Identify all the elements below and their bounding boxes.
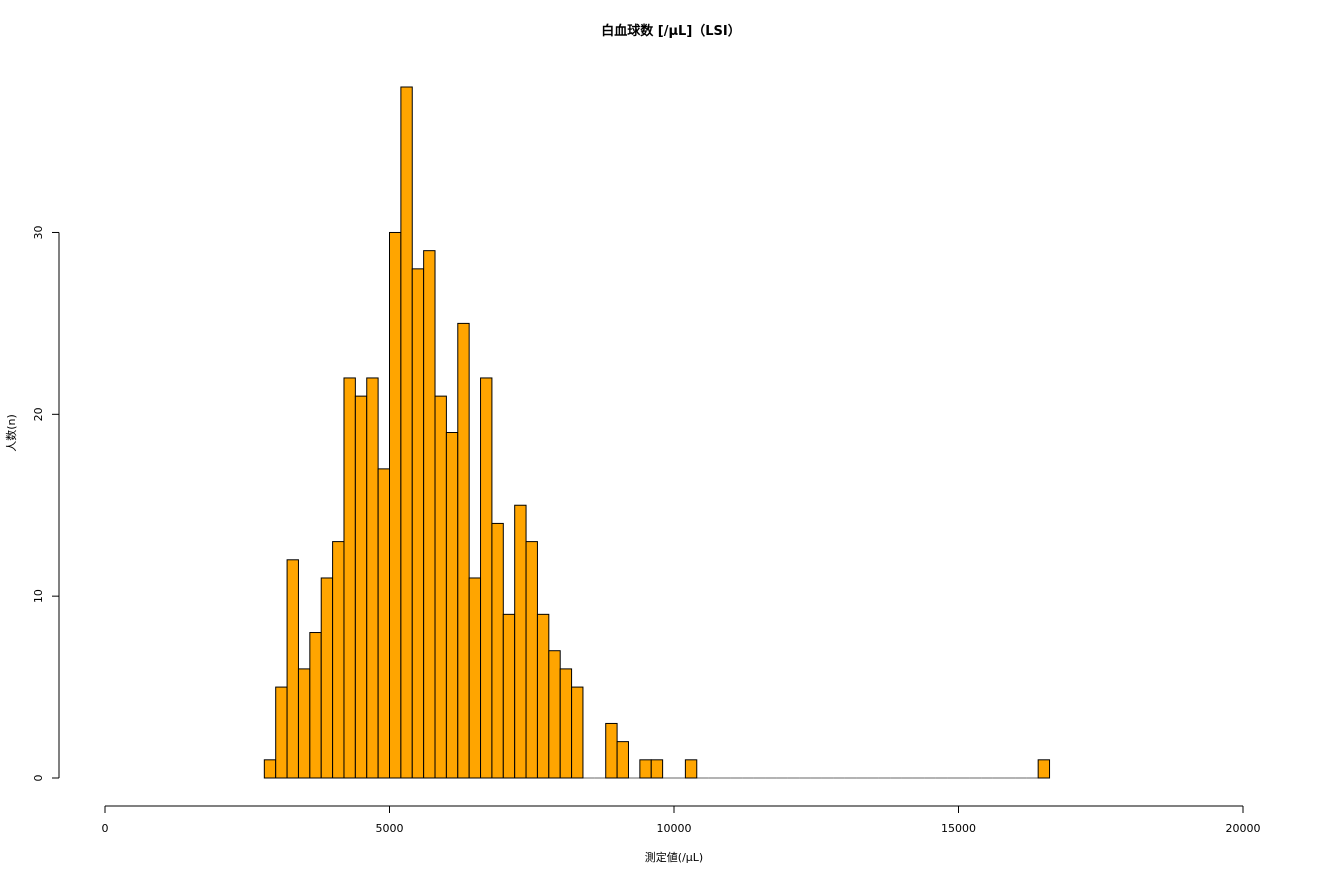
chart-title: 白血球数 [/µL]（LSI）: [601, 23, 741, 39]
histogram-bar: [343, 377, 356, 779]
y-tick-label: 20: [32, 407, 45, 421]
histogram-bar: [605, 722, 618, 779]
histogram-bar: [457, 322, 470, 779]
histogram-bar: [571, 686, 584, 779]
histogram-bar: [297, 668, 311, 779]
histogram-bar: [366, 377, 379, 779]
y-tick-label: 0: [32, 775, 45, 782]
histogram-bar: [263, 759, 277, 779]
histogram-bar: [434, 395, 447, 779]
histogram-bar: [650, 759, 664, 779]
histogram-bar: [639, 759, 652, 779]
histogram-bar: [389, 231, 402, 779]
y-axis: 0 10 20 30: [32, 225, 60, 782]
histogram-bar: [320, 577, 334, 779]
histogram-bar: [309, 632, 322, 779]
x-tick-label: 20000: [1226, 822, 1261, 835]
histogram-bar: [400, 86, 413, 779]
x-tick-label: 15000: [941, 822, 976, 835]
histogram-bar: [548, 650, 561, 779]
histogram-bar: [423, 250, 436, 779]
x-tick-label: 5000: [376, 822, 404, 835]
histogram-bar: [514, 504, 527, 779]
histogram-bar: [332, 541, 345, 779]
histogram-bar: [275, 686, 288, 779]
histogram-bar: [411, 268, 425, 779]
histogram-bar: [525, 541, 538, 779]
histogram-bar: [354, 395, 368, 779]
histogram-bar: [559, 668, 573, 779]
histogram-bar: [536, 613, 550, 779]
y-tick-label: 30: [32, 225, 45, 239]
y-tick-label: 10: [32, 589, 45, 603]
x-tick-label: 10000: [657, 822, 692, 835]
histogram-bar: [684, 759, 698, 779]
histogram-bar: [1037, 759, 1051, 779]
bars-group: [263, 86, 1051, 779]
y-axis-label: 人数(n): [5, 414, 18, 452]
histogram-bar: [286, 559, 299, 779]
histogram-bar: [480, 377, 493, 779]
histogram-bar: [491, 522, 504, 779]
x-axis-label: 測定値(/µL): [645, 850, 703, 864]
x-axis: 0 5000 10000 15000 20000: [102, 805, 1261, 835]
x-tick-label: 0: [102, 822, 109, 835]
histogram-bar: [445, 432, 459, 779]
histogram-bar: [468, 577, 482, 779]
histogram-bar: [616, 741, 629, 779]
histogram-bar: [377, 468, 390, 779]
histogram-bar: [502, 613, 516, 779]
